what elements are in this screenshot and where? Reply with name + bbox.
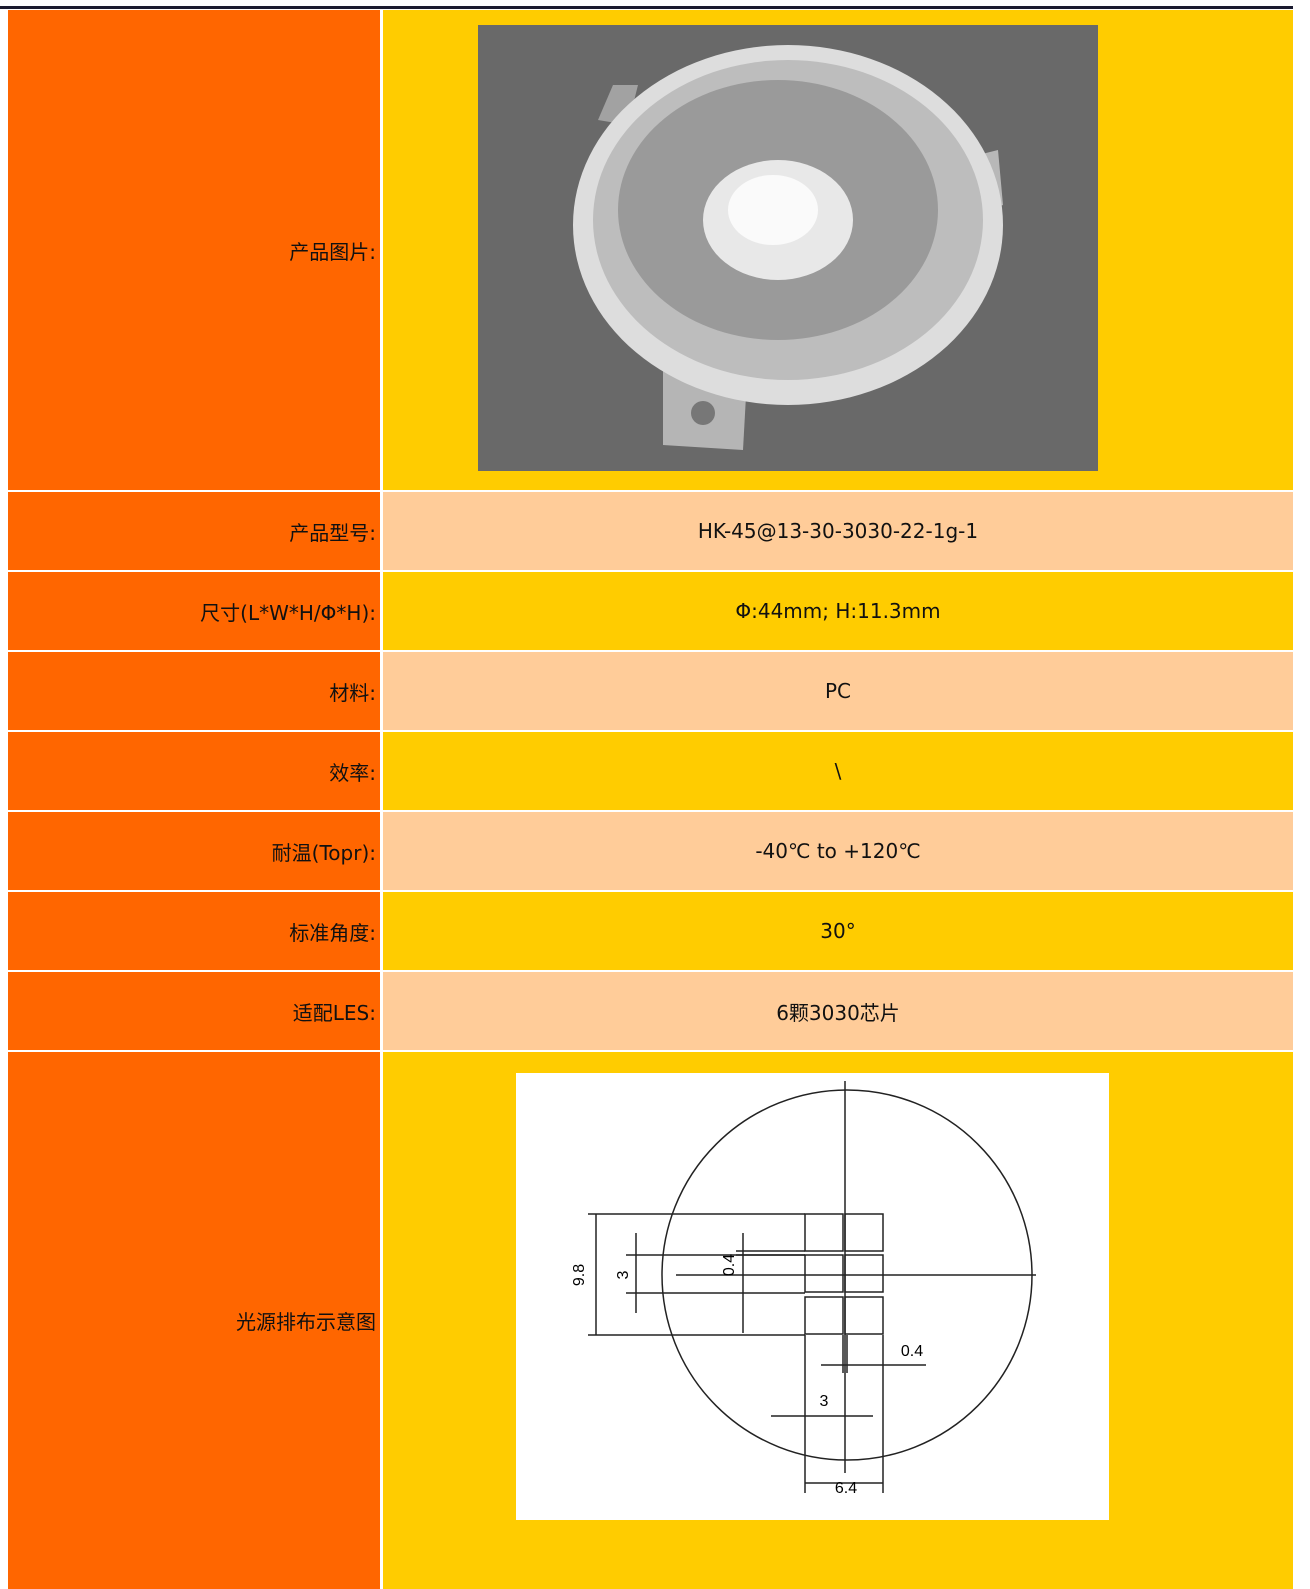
row-label: 标准角度: — [8, 892, 380, 970]
row-label: 效率: — [8, 732, 380, 810]
dimension-label: 3 — [615, 1270, 632, 1279]
row-label: 光源排布示意图 — [8, 1052, 380, 1589]
layout-diagram: 9.8 3 0.4 0.4 3 6.4 — [516, 1073, 1109, 1520]
row-value: 6颗3030芯片 — [383, 972, 1293, 1050]
row-value: Φ:44mm; H:11.3mm — [383, 572, 1293, 650]
row-value: -40℃ to +120℃ — [383, 812, 1293, 890]
row-value: \ — [383, 732, 1293, 810]
dimension-label: 0.4 — [721, 1254, 738, 1276]
row-label: 材料: — [8, 652, 380, 730]
row-label: 尺寸(L*W*H/Φ*H): — [8, 572, 380, 650]
row-label: 适配LES: — [8, 972, 380, 1050]
row-value: PC — [383, 652, 1293, 730]
dimension-label: 9.8 — [571, 1264, 588, 1286]
product-photo — [478, 25, 1098, 471]
dimension-label: 6.4 — [835, 1480, 857, 1497]
dimension-label: 0.4 — [901, 1343, 923, 1360]
row-label: 产品型号: — [8, 492, 380, 570]
dimension-label: 3 — [820, 1393, 829, 1410]
row-label: 耐温(Topr): — [8, 812, 380, 890]
row-label: 产品图片: — [8, 10, 380, 490]
top-border — [0, 6, 1293, 9]
row-value: 30° — [383, 892, 1293, 970]
row-value: HK-45@13-30-3030-22-1g-1 — [383, 492, 1293, 570]
